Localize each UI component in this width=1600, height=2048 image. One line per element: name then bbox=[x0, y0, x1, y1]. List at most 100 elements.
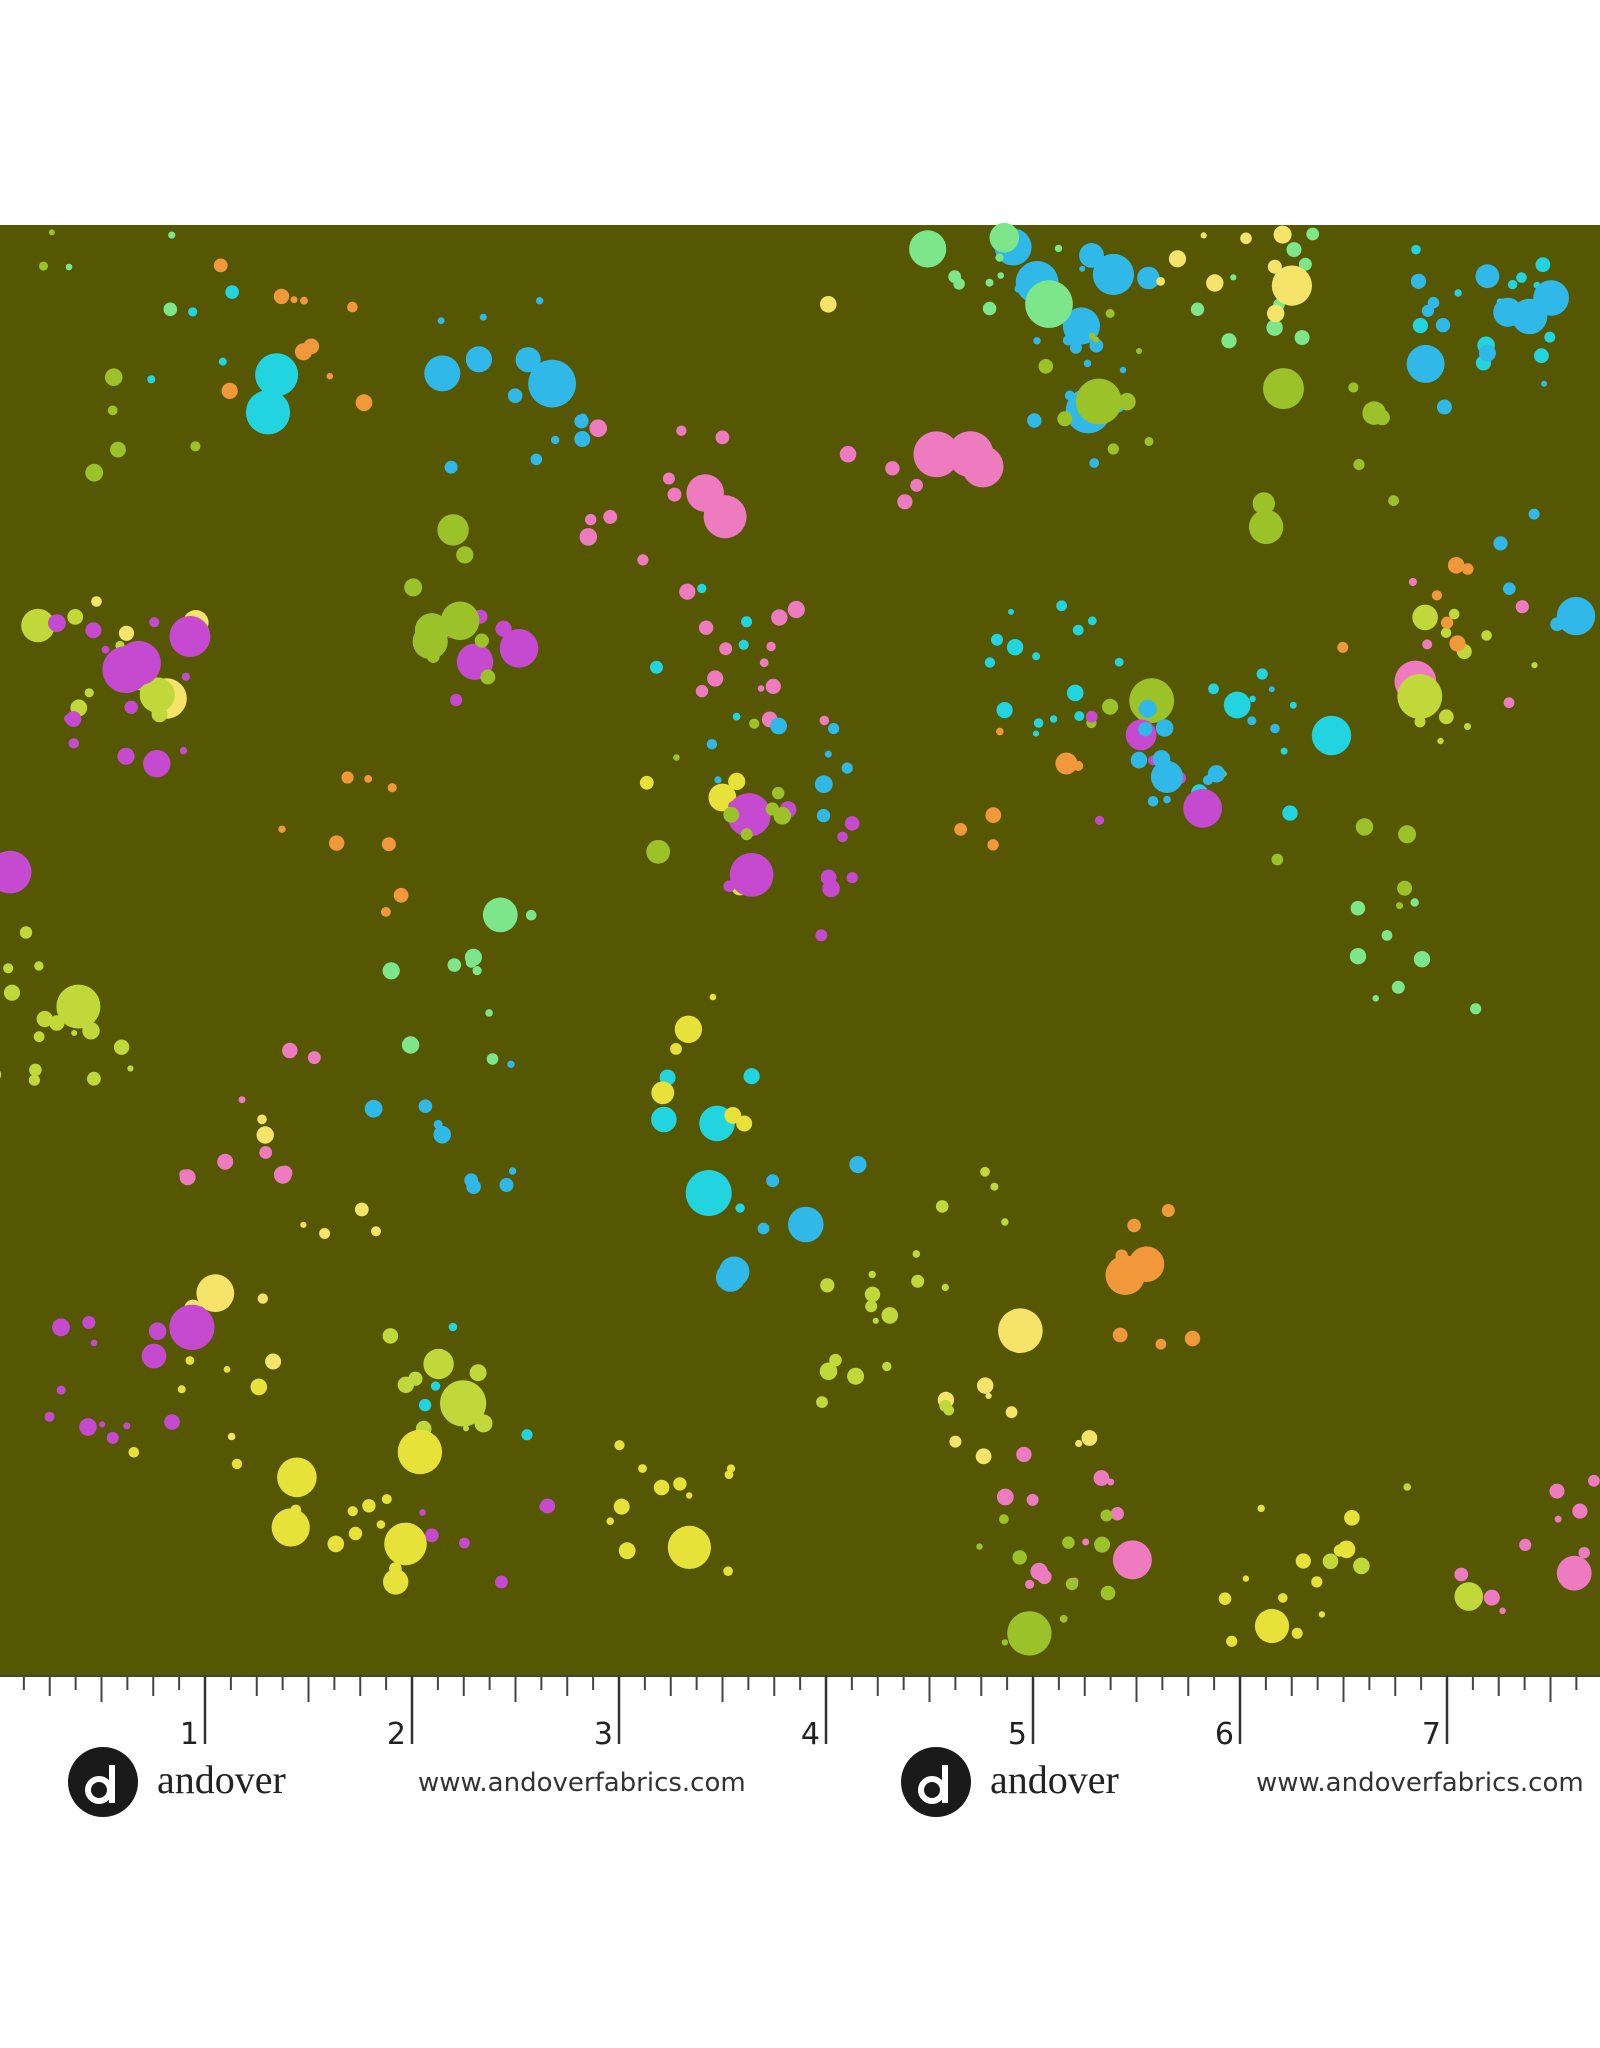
dot bbox=[1147, 796, 1159, 807]
dot bbox=[820, 296, 837, 313]
dot bbox=[1556, 1555, 1592, 1591]
dot bbox=[1110, 1507, 1125, 1521]
dot bbox=[0, 850, 32, 894]
dot bbox=[673, 754, 680, 761]
dot bbox=[113, 1039, 130, 1055]
dot bbox=[1578, 1547, 1590, 1559]
dot bbox=[724, 1470, 734, 1480]
dot bbox=[536, 297, 544, 305]
dot bbox=[1207, 765, 1226, 783]
dot bbox=[104, 368, 123, 387]
dot bbox=[1427, 296, 1440, 309]
dot bbox=[179, 746, 188, 755]
dot bbox=[1102, 698, 1119, 715]
dot bbox=[1282, 805, 1298, 821]
dot bbox=[1082, 1538, 1090, 1546]
dot bbox=[1032, 730, 1040, 737]
dot bbox=[1388, 495, 1399, 506]
dot bbox=[495, 620, 512, 637]
dot bbox=[376, 1520, 386, 1529]
dot bbox=[1254, 1608, 1290, 1644]
dot bbox=[679, 583, 696, 600]
dot bbox=[271, 1508, 310, 1547]
dot bbox=[1289, 701, 1297, 709]
dot bbox=[1100, 1509, 1113, 1522]
dot bbox=[1075, 1439, 1083, 1448]
dot bbox=[638, 1464, 647, 1473]
dot bbox=[84, 688, 94, 698]
dot bbox=[1398, 825, 1417, 844]
dot bbox=[639, 775, 654, 790]
dot bbox=[255, 353, 299, 397]
dot bbox=[1200, 232, 1207, 239]
dot bbox=[362, 1499, 376, 1513]
dot bbox=[1093, 336, 1100, 343]
dot bbox=[259, 1146, 273, 1159]
dot bbox=[123, 1422, 131, 1430]
dot bbox=[1556, 596, 1596, 636]
dot bbox=[433, 1125, 452, 1144]
dot bbox=[1397, 880, 1413, 896]
dot bbox=[729, 853, 774, 897]
dot bbox=[1353, 459, 1365, 471]
dot bbox=[1094, 1536, 1111, 1553]
dot bbox=[1093, 1470, 1110, 1486]
dot bbox=[1016, 1446, 1032, 1463]
dot bbox=[1470, 1003, 1482, 1015]
ruler: 1 2 3 4 5 6 7 bbox=[0, 1675, 1600, 1822]
dot bbox=[1056, 600, 1067, 612]
fabric-ground bbox=[0, 225, 1600, 1675]
dot bbox=[464, 948, 482, 966]
ruler-strip bbox=[0, 1675, 1600, 1822]
dot bbox=[1402, 705, 1410, 712]
dot bbox=[480, 669, 496, 685]
dot bbox=[685, 1170, 732, 1216]
dot bbox=[1499, 1607, 1506, 1615]
dot bbox=[463, 1425, 469, 1432]
dot bbox=[1348, 382, 1359, 393]
dot bbox=[995, 253, 1004, 262]
dot bbox=[273, 1165, 292, 1184]
dot bbox=[723, 806, 740, 823]
dot bbox=[85, 463, 104, 482]
dot bbox=[1027, 413, 1042, 428]
dot bbox=[1534, 348, 1549, 364]
dot bbox=[1218, 1592, 1232, 1605]
dot bbox=[740, 828, 753, 841]
dot bbox=[149, 692, 160, 703]
dot bbox=[1541, 380, 1548, 387]
dot bbox=[1286, 242, 1302, 258]
dot bbox=[1412, 604, 1438, 631]
dot bbox=[1493, 536, 1508, 551]
dot bbox=[1032, 652, 1041, 661]
dot bbox=[723, 1566, 733, 1576]
dot bbox=[82, 1022, 100, 1040]
dot bbox=[19, 926, 33, 939]
dot bbox=[828, 723, 840, 735]
dot bbox=[1454, 1567, 1469, 1582]
dot bbox=[1226, 1635, 1238, 1647]
dot bbox=[426, 615, 444, 633]
dot bbox=[560, 391, 567, 398]
dot bbox=[1396, 902, 1403, 910]
dot bbox=[218, 357, 227, 366]
dot bbox=[1528, 508, 1540, 520]
dot bbox=[1119, 366, 1127, 374]
dot bbox=[347, 301, 358, 313]
dot bbox=[21, 608, 55, 643]
dot bbox=[1588, 1474, 1600, 1487]
dot bbox=[585, 513, 597, 526]
dot bbox=[273, 288, 290, 305]
dot bbox=[996, 1488, 1014, 1506]
dot bbox=[1183, 788, 1222, 828]
dot bbox=[650, 660, 663, 674]
dot bbox=[707, 670, 724, 687]
dot bbox=[169, 616, 211, 657]
dot bbox=[1268, 686, 1275, 693]
dot bbox=[1441, 616, 1454, 629]
dot bbox=[674, 1015, 703, 1043]
dot bbox=[68, 738, 80, 749]
dot bbox=[447, 958, 462, 972]
dot bbox=[48, 614, 66, 632]
dot bbox=[1105, 309, 1115, 318]
